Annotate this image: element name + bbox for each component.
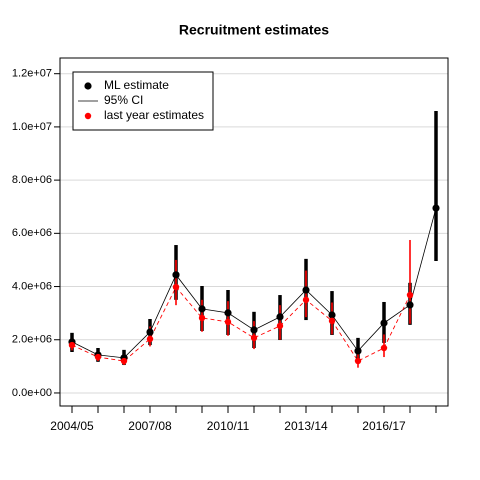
point xyxy=(406,291,414,299)
point xyxy=(146,335,154,343)
point xyxy=(302,286,310,294)
x-tick-label: 2016/17 xyxy=(362,419,406,433)
y-tick-label: 1.2e+07 xyxy=(12,68,52,80)
y-tick-label: 0.0e+00 xyxy=(12,387,52,399)
x-tick-label: 2013/14 xyxy=(284,419,328,433)
point xyxy=(276,322,284,330)
x-tick-label: 2010/11 xyxy=(207,419,250,433)
point xyxy=(302,296,310,304)
x-tick-label: 2007/08 xyxy=(128,419,172,433)
point xyxy=(250,334,258,342)
point xyxy=(146,328,154,336)
chart-title: Recruitment estimates xyxy=(179,22,329,38)
y-tick-label: 8.0e+06 xyxy=(12,174,52,186)
point xyxy=(120,357,128,365)
legend-symbol xyxy=(84,82,92,90)
point xyxy=(198,314,206,322)
legend-label: 95% CI xyxy=(104,93,143,107)
point xyxy=(276,313,284,321)
point xyxy=(172,271,180,279)
point xyxy=(250,326,258,334)
y-tick-label: 6.0e+06 xyxy=(12,227,52,239)
point xyxy=(406,301,414,309)
point xyxy=(354,347,362,355)
point xyxy=(328,311,336,319)
point xyxy=(198,305,206,313)
legend-label: ML estimate xyxy=(104,78,169,92)
point xyxy=(380,319,388,327)
point xyxy=(172,283,180,291)
point xyxy=(94,353,102,361)
point xyxy=(354,357,362,365)
y-tick-label: 1.0e+07 xyxy=(12,121,52,133)
point xyxy=(328,317,336,325)
point xyxy=(224,309,232,317)
point xyxy=(224,318,232,326)
legend-label: last year estimates xyxy=(104,108,204,122)
y-tick-label: 4.0e+06 xyxy=(12,280,52,292)
point xyxy=(432,204,440,212)
y-tick-label: 2.0e+06 xyxy=(12,334,52,346)
point xyxy=(380,344,388,352)
point xyxy=(68,341,76,349)
legend-symbol xyxy=(84,112,92,120)
x-tick-label: 2004/05 xyxy=(50,419,94,433)
